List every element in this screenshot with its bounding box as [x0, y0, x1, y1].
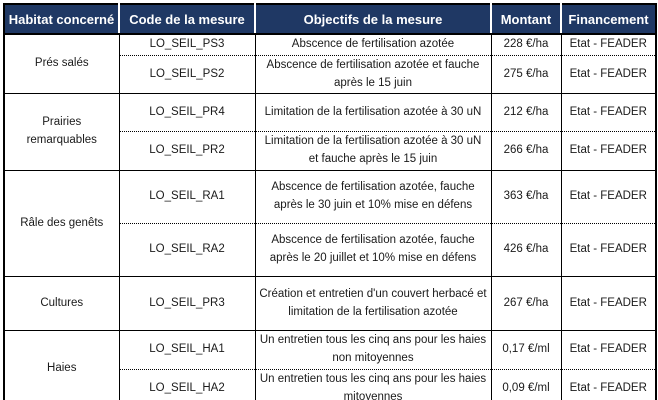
amount-cell: 266 €/ha [490, 131, 562, 172]
objective-cell: Abscence de fertilisation azotée [254, 33, 492, 56]
code-cell: LO_SEIL_PS2 [118, 54, 256, 95]
amount-cell: 426 €/ha [490, 223, 562, 278]
header-code: Code de la mesure [118, 4, 255, 35]
table-row: LO_SEIL_HA2 Un entretien tous les cinq a… [4, 368, 657, 400]
objective-cell: Un entretien tous les cinq ans pour les … [254, 330, 492, 370]
financing-cell: Etat - FEADER [560, 223, 657, 278]
table-header-row: Habitat concerné Code de la mesure Objec… [4, 4, 656, 35]
financing-cell: Etat - FEADER [560, 131, 657, 172]
objective-cell: Limitation de la fertilisation azotée à … [254, 93, 492, 133]
table-row: Prairies remarquables LO_SEIL_PR4 Limita… [3, 93, 657, 172]
table-row: Cultures LO_SEIL_PR3 Création et entreti… [3, 276, 657, 332]
table-row: LO_SEIL_RA2 Abscence de fertilisation az… [4, 223, 657, 278]
habitat-cell: Cultures [3, 276, 120, 332]
amount-cell: 267 €/ha [490, 276, 562, 332]
financing-cell: Etat - FEADER [560, 276, 657, 332]
objective-cell: Limitation de la fertilisation azotée à … [254, 131, 492, 172]
code-cell: LO_SEIL_PR3 [118, 276, 256, 332]
header-objectifs: Objectifs de la mesure [254, 4, 491, 35]
code-cell: LO_SEIL_HA1 [118, 330, 256, 370]
code-cell: LO_SEIL_HA2 [118, 368, 256, 400]
financing-cell: Etat - FEADER [560, 93, 657, 133]
amount-cell: 212 €/ha [490, 93, 562, 133]
header-habitat: Habitat concerné [4, 4, 119, 35]
code-cell: LO_SEIL_RA1 [118, 170, 256, 225]
amount-cell: 275 €/ha [490, 54, 562, 95]
objective-cell: Abscence de fertilisation azotée, fauche… [254, 170, 492, 225]
financing-cell: Etat - FEADER [560, 330, 657, 370]
code-cell: LO_SEIL_RA2 [118, 223, 256, 278]
habitat-cell: Haies [3, 330, 120, 400]
habitat-cell: Prairies remarquables [3, 93, 120, 172]
objective-cell: Création et entretien d'un couvert herba… [254, 276, 492, 332]
table-row: Haies LO_SEIL_HA1 Un entretien tous les … [3, 330, 657, 400]
amount-cell: 0,09 €/ml [490, 368, 562, 400]
habitat-cell: Prés salés [3, 33, 120, 95]
measures-table: Habitat concerné Code de la mesure Objec… [3, 3, 657, 400]
habitat-cell: Râle des genêts [3, 170, 120, 278]
objective-cell: Un entretien tous les cinq ans pour les … [254, 368, 492, 400]
code-cell: LO_SEIL_PR4 [118, 93, 256, 133]
code-cell: LO_SEIL_PR2 [118, 131, 256, 172]
header-financement: Financement [560, 4, 656, 35]
amount-cell: 0,17 €/ml [490, 330, 562, 370]
financing-cell: Etat - FEADER [560, 54, 657, 95]
objective-cell: Abscence de fertilisation azotée, fauche… [254, 223, 492, 278]
amount-cell: 228 €/ha [490, 33, 562, 56]
header-montant: Montant [490, 4, 561, 35]
amount-cell: 363 €/ha [490, 170, 562, 225]
table-row: Râle des genêts LO_SEIL_RA1 Abscence de … [3, 170, 657, 278]
financing-cell: Etat - FEADER [560, 33, 657, 56]
table-row: Prés salés LO_SEIL_PS3 Abscence de ferti… [3, 33, 657, 95]
code-cell: LO_SEIL_PS3 [118, 33, 256, 56]
financing-cell: Etat - FEADER [560, 368, 657, 400]
table-row: LO_SEIL_PR2 Limitation de la fertilisati… [4, 131, 657, 172]
objective-cell: Abscence de fertilisation azotée et fauc… [254, 54, 492, 95]
financing-cell: Etat - FEADER [560, 170, 657, 225]
table-row: LO_SEIL_PS2 Abscence de fertilisation az… [4, 54, 657, 95]
